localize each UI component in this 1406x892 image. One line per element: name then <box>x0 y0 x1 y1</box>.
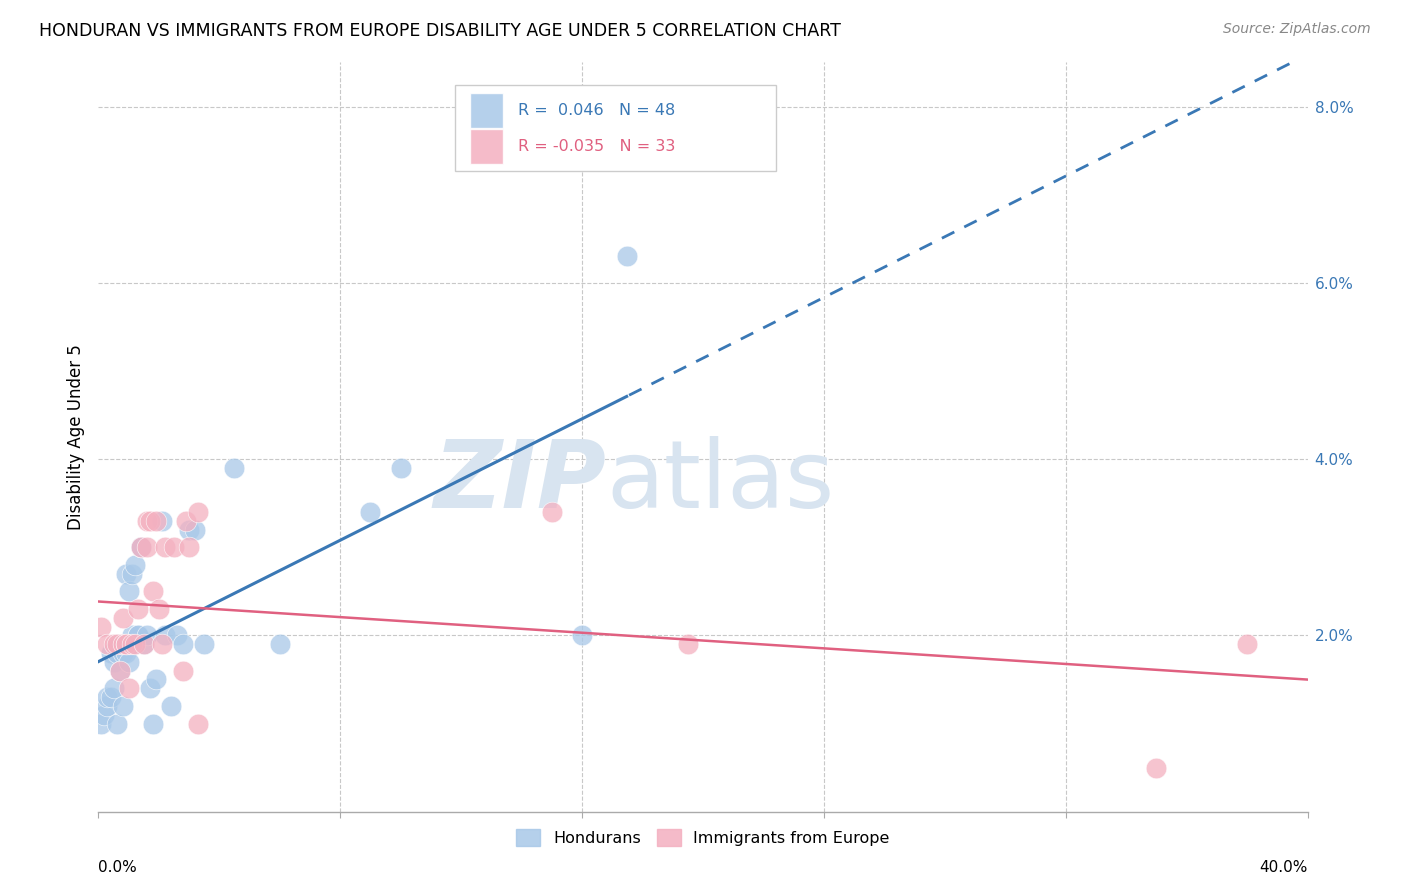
Point <box>129 541 152 555</box>
Point <box>224 461 246 475</box>
Point <box>111 637 134 651</box>
Text: R = -0.035   N = 33: R = -0.035 N = 33 <box>517 139 675 153</box>
Point <box>118 637 141 651</box>
Point <box>103 655 125 669</box>
Point <box>93 707 115 722</box>
Point <box>96 690 118 705</box>
Point <box>172 664 194 678</box>
Point <box>105 646 128 660</box>
Point <box>150 637 173 651</box>
Point <box>100 690 122 705</box>
Text: atlas: atlas <box>606 436 835 528</box>
Point <box>160 698 183 713</box>
Point <box>540 505 562 519</box>
Text: 0.0%: 0.0% <box>98 860 138 875</box>
Point <box>269 637 291 651</box>
Y-axis label: Disability Age Under 5: Disability Age Under 5 <box>66 344 84 530</box>
Point <box>148 602 170 616</box>
Point <box>111 698 134 713</box>
Point <box>111 611 134 625</box>
Point <box>139 514 162 528</box>
Point <box>121 628 143 642</box>
Point <box>108 664 131 678</box>
Point <box>108 664 131 678</box>
Point <box>118 584 141 599</box>
FancyBboxPatch shape <box>470 93 503 128</box>
Point <box>179 541 201 555</box>
Point <box>132 637 155 651</box>
FancyBboxPatch shape <box>470 129 503 163</box>
Point <box>166 628 188 642</box>
Point <box>124 558 146 572</box>
Point <box>150 514 173 528</box>
Point <box>187 716 209 731</box>
Point <box>163 541 186 555</box>
Point <box>127 628 149 642</box>
Point <box>142 584 165 599</box>
Text: Source: ZipAtlas.com: Source: ZipAtlas.com <box>1223 22 1371 37</box>
Point <box>389 461 412 475</box>
Point <box>111 637 134 651</box>
Point <box>118 681 141 696</box>
Point <box>124 637 146 651</box>
Point <box>96 698 118 713</box>
Point <box>145 514 167 528</box>
FancyBboxPatch shape <box>456 85 776 171</box>
Text: R =  0.046   N = 48: R = 0.046 N = 48 <box>517 103 675 118</box>
Point <box>90 619 112 633</box>
Point <box>127 628 149 642</box>
Point <box>114 646 136 660</box>
Point <box>135 628 157 642</box>
Point <box>1236 637 1258 651</box>
Legend: Hondurans, Immigrants from Europe: Hondurans, Immigrants from Europe <box>510 823 896 853</box>
Point <box>121 637 143 651</box>
Point <box>129 541 152 555</box>
Point <box>142 716 165 731</box>
Point <box>111 646 134 660</box>
Point <box>114 637 136 651</box>
Point <box>187 505 209 519</box>
Point <box>129 541 152 555</box>
Point <box>1144 761 1167 775</box>
Text: ZIP: ZIP <box>433 436 606 528</box>
Point <box>135 541 157 555</box>
Point <box>108 637 131 651</box>
Point <box>121 566 143 581</box>
Point <box>174 514 197 528</box>
Point <box>184 523 207 537</box>
Point <box>114 566 136 581</box>
Point <box>127 602 149 616</box>
Point <box>124 637 146 651</box>
Point <box>360 505 382 519</box>
Point <box>105 637 128 651</box>
Point <box>139 681 162 696</box>
Point <box>103 637 125 651</box>
Point <box>571 628 593 642</box>
Point <box>616 249 638 263</box>
Point <box>90 716 112 731</box>
Point <box>153 541 176 555</box>
Point <box>100 646 122 660</box>
Point <box>676 637 699 651</box>
Point <box>96 637 118 651</box>
Point <box>114 637 136 651</box>
Point <box>103 681 125 696</box>
Text: 40.0%: 40.0% <box>1260 860 1308 875</box>
Point <box>118 655 141 669</box>
Text: HONDURAN VS IMMIGRANTS FROM EUROPE DISABILITY AGE UNDER 5 CORRELATION CHART: HONDURAN VS IMMIGRANTS FROM EUROPE DISAB… <box>39 22 841 40</box>
Point <box>145 673 167 687</box>
Point <box>135 514 157 528</box>
Point <box>172 637 194 651</box>
Point <box>153 628 176 642</box>
Point <box>105 716 128 731</box>
Point <box>132 637 155 651</box>
Point <box>193 637 215 651</box>
Point <box>108 637 131 651</box>
Point <box>179 523 201 537</box>
